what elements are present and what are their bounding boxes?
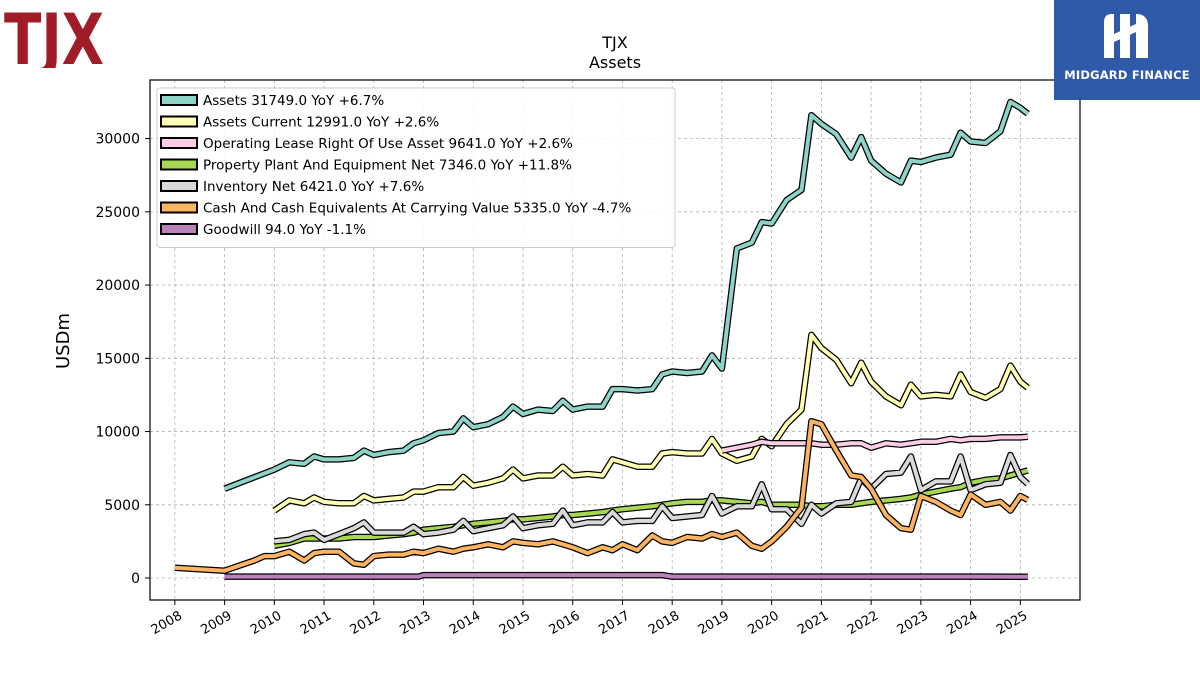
midgard-emblem-icon — [1104, 14, 1148, 58]
plot-frame — [149, 79, 1081, 601]
legend-label-6: Goodwill 94.0 YoY -1.1% — [203, 222, 366, 238]
legend-swatch-1 — [160, 115, 198, 128]
x-tick-label: 2012 — [348, 608, 384, 638]
legend-label-4: Inventory Net 6421.0 YoY +7.6% — [203, 179, 424, 195]
legend-label-3: Property Plant And Equipment Net 7346.0 … — [203, 158, 572, 174]
y-tick-label: 5000 — [104, 498, 140, 514]
y-tick-label: 25000 — [95, 205, 140, 221]
chart-subtitle: Assets — [589, 53, 641, 72]
x-tick-label: 2014 — [447, 608, 483, 638]
x-tick-label: 2016 — [547, 608, 583, 638]
legend-swatch-0 — [160, 94, 198, 106]
legend-swatch-6 — [160, 223, 198, 235]
legend: Assets 31749.0 YoY +6.7% Assets Current 1… — [156, 87, 676, 248]
x-tick-label: 2021 — [795, 608, 831, 638]
midgard-finance-watermark: MIDGARD FINANCE — [1054, 0, 1200, 100]
x-tick-label: 2019 — [696, 608, 732, 638]
legend-label-2: Operating Lease Right Of Use Asset 9641.… — [203, 136, 573, 152]
x-tick-label: 2015 — [497, 608, 533, 638]
series-line-outline-1 — [272, 331, 1030, 514]
y-tick-label: 10000 — [95, 425, 140, 441]
legend-label-0: Assets 31749.0 YoY +6.7% — [203, 93, 384, 109]
chart-title: TJX — [601, 33, 627, 52]
midgard-watermark-text: MIDGARD FINANCE — [1064, 68, 1190, 82]
x-tick-label: 2010 — [248, 608, 284, 638]
x-tick-label: 2020 — [745, 608, 781, 638]
y-axis-label: USDm — [53, 313, 74, 369]
legend-swatch-5 — [160, 201, 198, 214]
series-line-2 — [721, 434, 1028, 453]
series-line-6 — [224, 573, 1028, 579]
y-tick-label: 15000 — [95, 351, 140, 367]
series-line-0 — [223, 100, 1030, 491]
legend-label-5: Cash And Cash Equivalents At Carrying Va… — [203, 201, 631, 217]
series-line-1 — [273, 332, 1030, 513]
x-tick-label: 2023 — [895, 608, 931, 638]
x-tick-label: 2022 — [845, 608, 881, 638]
x-tick-label: 2008 — [149, 608, 185, 638]
y-tick-label: 0 — [131, 571, 140, 587]
legend-swatch-2 — [160, 137, 198, 149]
x-tick-label: 2009 — [198, 608, 234, 638]
y-tick-label: 30000 — [95, 132, 140, 148]
x-tick-label: 2013 — [397, 608, 433, 638]
legend-swatch-4 — [160, 180, 198, 192]
legend-swatch-3 — [160, 158, 198, 171]
x-tick-label: 2018 — [646, 608, 682, 638]
x-tick-label: 2025 — [994, 608, 1030, 638]
y-tick-label: 20000 — [95, 278, 140, 294]
tjx-logo: TJX — [4, 0, 114, 81]
x-tick-label: 2024 — [944, 608, 980, 638]
legend-box — [156, 87, 676, 248]
x-tick-label: 2017 — [596, 608, 632, 638]
x-tick-label: 2011 — [298, 608, 334, 638]
legend-label-1: Assets Current 12991.0 YoY +2.6% — [203, 115, 439, 131]
series-line-4 — [274, 453, 1030, 544]
series-line-5 — [174, 419, 1029, 573]
tjx-logo-text: TJX — [4, 2, 104, 68]
